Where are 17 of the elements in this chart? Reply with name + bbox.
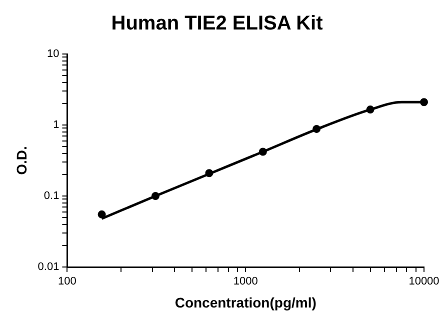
x-tick-label: 1000 bbox=[233, 276, 258, 288]
point bbox=[151, 192, 160, 200]
point bbox=[312, 124, 321, 133]
y-tick-label: 10 bbox=[46, 48, 60, 60]
x-axis-title: Concentration(pg/ml) bbox=[174, 294, 316, 310]
point bbox=[98, 210, 106, 218]
chart-title: Human TIE2 ELISA Kit bbox=[111, 12, 324, 35]
x-tick-label: 100 bbox=[58, 276, 76, 288]
point bbox=[366, 106, 374, 114]
point bbox=[420, 98, 428, 106]
y-tick-label: 0.01 bbox=[38, 261, 60, 274]
x-tick-label: 10000 bbox=[408, 276, 440, 288]
point bbox=[205, 169, 214, 178]
y-tick-label: 0.1 bbox=[44, 190, 60, 202]
point bbox=[258, 148, 267, 156]
y-axis-title: O.D. bbox=[13, 146, 30, 175]
y-tick-label: 1 bbox=[53, 119, 60, 132]
